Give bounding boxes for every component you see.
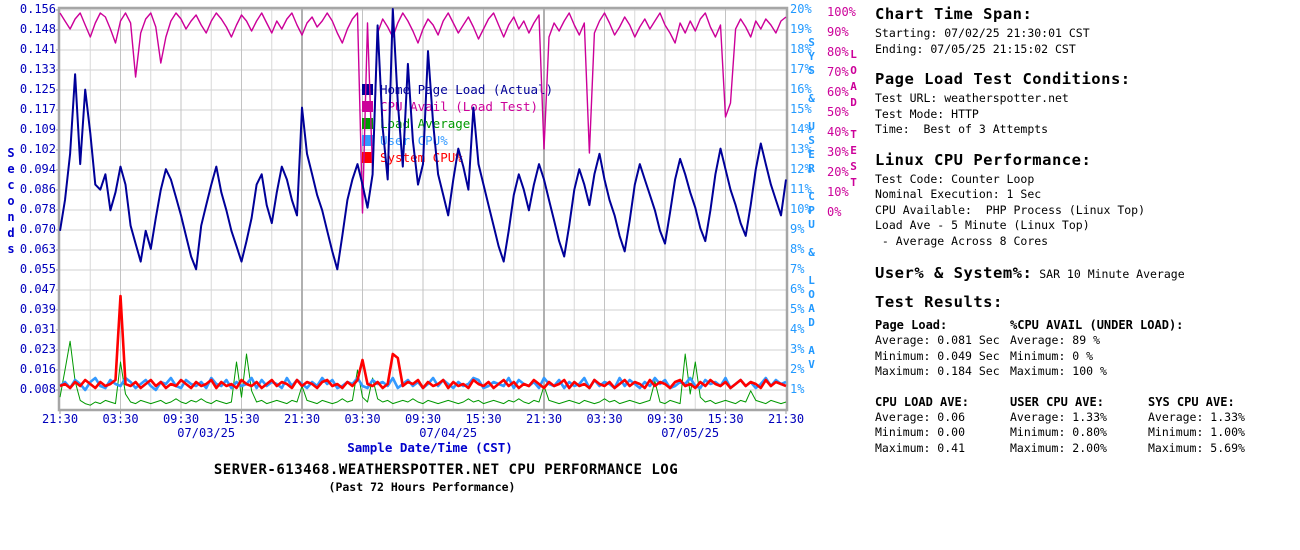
section-heading: Page Load Test Conditions: <box>875 70 1131 88</box>
legend-item: CPU Avail (Load Test) <box>362 98 553 115</box>
test-results-row-2: CPU LOAD AVE: Average: 0.06 Minimum: 0.00 M… <box>875 394 1297 457</box>
result-group: SYS CPU AVE: Average: 1.33% Minimum: 1.00%… <box>1148 394 1297 457</box>
result-line: Minimum: 0.049 Sec <box>875 348 1000 363</box>
info-line: Ending: 07/05/25 21:15:02 CST <box>875 41 1076 56</box>
info-line: Time: Best of 3 Attempts <box>875 122 1049 136</box>
chart-series-layer <box>59 8 787 406</box>
legend-swatch <box>362 135 373 146</box>
series-line-home-page-load-actual- <box>59 8 787 271</box>
section-heading: Linux CPU Performance: <box>875 150 1092 169</box>
result-line: Maximum: 2.00% <box>1010 440 1107 455</box>
legend-swatch <box>362 101 373 112</box>
result-line: Maximum: 0.184 Sec <box>875 364 1000 378</box>
info-line: Starting: 07/02/25 21:30:01 CST <box>875 26 1090 40</box>
test-results-row-1: Page Load: Average: 0.081 Sec Minimum: 0.0… <box>875 317 1297 380</box>
legend-swatch <box>362 84 373 95</box>
section-heading: User% & System%: <box>875 264 1033 282</box>
chart-subtitle: (Past 72 Hours Performance) <box>328 480 516 494</box>
series-line-load-average <box>59 340 787 406</box>
info-line: Test Code: Counter Loop <box>875 171 1035 186</box>
result-line: Average: 89 % <box>1010 333 1101 347</box>
result-line: Minimum: 0.00 <box>875 425 966 439</box>
result-line: Minimum: 0.80% <box>1010 425 1107 439</box>
section-linux-cpu: Linux CPU Performance: Test Code: Counte… <box>875 151 1297 250</box>
legend-label: CPU Avail (Load Test) <box>380 99 539 114</box>
chart-title: SERVER-613468.WEATHERSPOTTER.NET CPU PER… <box>213 462 679 478</box>
plot-border <box>57 6 789 412</box>
section-lines: Test Code: Counter Loop Nominal Execution… <box>875 172 1297 250</box>
info-panel: Chart Time Span: Starting: 07/02/25 21:3… <box>875 5 1297 456</box>
info-line: CPU Available: PHP Process (Linux Top) <box>875 202 1146 217</box>
result-group-heading: Page Load: <box>875 318 948 332</box>
info-line: Test URL: weatherspotter.net <box>875 91 1069 105</box>
result-group: Page Load: Average: 0.081 Sec Minimum: 0.0… <box>875 317 1010 380</box>
result-group-heading: CPU LOAD AVE: <box>875 394 969 409</box>
info-line: Load Ave - 5 Minute (Linux Top) <box>875 218 1090 232</box>
section-page-load-conditions: Page Load Test Conditions: Test URL: wea… <box>875 70 1297 138</box>
info-line: - Average Across 8 Cores <box>875 233 1049 248</box>
legend-label: Home Page Load (Actual) <box>380 82 554 97</box>
info-line: Test Mode: HTTP <box>875 106 979 121</box>
result-group-heading: %CPU AVAIL (UNDER LOAD): <box>1010 318 1184 332</box>
result-line: Minimum: 1.00% <box>1148 425 1245 439</box>
result-line: Average: 0.081 Sec <box>875 333 1000 347</box>
section-text: SAR 10 Minute Average <box>1032 267 1185 281</box>
result-line: Minimum: 0 % <box>1010 348 1094 363</box>
series-line-system-cpu- <box>59 294 787 390</box>
info-line: Nominal Execution: 1 Sec <box>875 187 1042 201</box>
result-line: Average: 0.06 <box>875 409 966 424</box>
section-lines: Test URL: weatherspotter.net Test Mode: H… <box>875 91 1297 138</box>
series-line-cpu-avail-load-test- <box>59 12 787 214</box>
legend-swatch <box>362 118 373 129</box>
result-line: Average: 1.33% <box>1148 409 1245 424</box>
chart-grid-layer <box>56 6 789 414</box>
section-chart-time-span: Chart Time Span: Starting: 07/02/25 21:3… <box>875 5 1297 57</box>
result-line: Maximum: 5.69% <box>1148 440 1245 455</box>
section-heading: Chart Time Span: <box>875 5 1033 23</box>
section-test-results: Test Results: Page Load: Average: 0.081 S… <box>875 293 1297 456</box>
legend-item: Home Page Load (Actual) <box>362 81 553 98</box>
result-line: Average: 1.33% <box>1010 409 1107 424</box>
legend-item: System CPU% <box>362 149 553 166</box>
section-user-system: User% & System%: SAR 10 Minute Average <box>875 263 1297 282</box>
result-group: %CPU AVAIL (UNDER LOAD): Average: 89 % Min… <box>1010 317 1184 380</box>
result-group: CPU LOAD AVE: Average: 0.06 Minimum: 0.00 M… <box>875 394 1010 457</box>
section-lines: Starting: 07/02/25 21:30:01 CST Ending: 0… <box>875 26 1297 57</box>
performance-chart: Home Page Load (Actual) CPU Avail (Load T… <box>4 3 860 495</box>
result-group: USER CPU AVE: Average: 1.33% Minimum: 0.80… <box>1010 394 1148 457</box>
result-group-heading: USER CPU AVE: <box>1010 394 1104 409</box>
legend-label: System CPU% <box>380 150 463 165</box>
section-heading: Test Results: <box>875 293 1003 311</box>
legend-swatch <box>362 152 373 163</box>
result-line: Maximum: 100 % <box>1010 364 1107 378</box>
result-group-heading: SYS CPU AVE: <box>1148 394 1235 409</box>
result-line: Maximum: 0.41 <box>875 440 966 455</box>
